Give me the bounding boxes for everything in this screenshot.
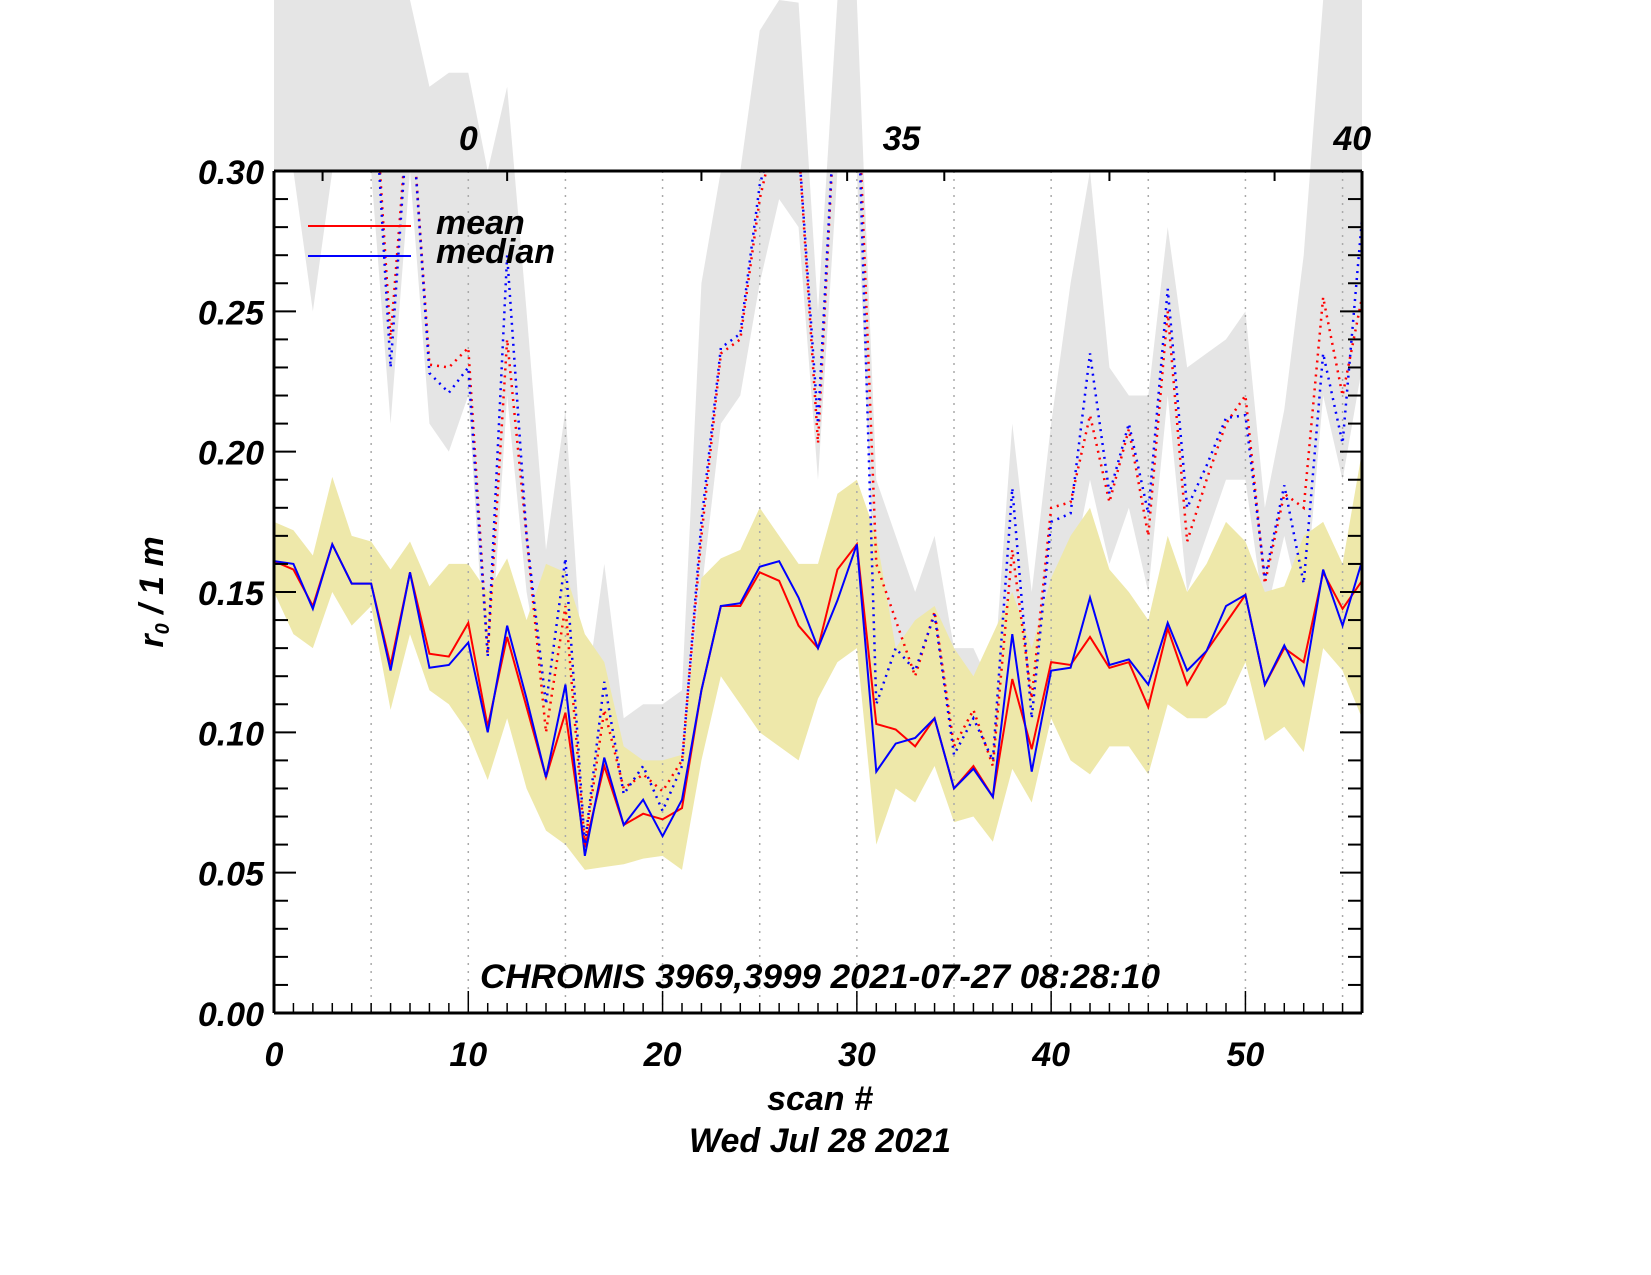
x-tick-label: 20 <box>643 1036 682 1074</box>
y-tick-label: 0.05 <box>198 856 265 894</box>
x-tick-label: 40 <box>1031 1036 1070 1074</box>
band-lower-spread <box>274 451 1362 870</box>
top-axis-label: 35 <box>883 120 922 158</box>
x-tick-label: 0 <box>265 1036 284 1074</box>
legend-mean-label: mean <box>436 204 525 242</box>
y-tick-label: 0.25 <box>198 294 265 332</box>
series-lines <box>274 171 1362 857</box>
x-tick-label: 30 <box>838 1036 876 1074</box>
x-axis-date: Wed Jul 28 2021 <box>689 1122 951 1160</box>
annotation-text: CHROMIS 3969,3999 2021-07-27 08:28:10 <box>480 958 1160 996</box>
y-tick-label: 0.20 <box>198 435 264 473</box>
y-tick-label: 0.15 <box>198 575 265 613</box>
tick-labels: 0 10 20 30 40 50 0.00 0.05 0.10 0.15 0.20 0.25 0.30 0… <box>198 120 1371 1074</box>
legend: mean median <box>308 204 555 271</box>
y-tick-label: 0.10 <box>198 715 264 753</box>
y-axis-title: r0 / 1 m <box>133 536 174 647</box>
x-tick-label: 10 <box>449 1036 487 1074</box>
series-group <box>274 171 1362 857</box>
axes <box>272 169 1364 1015</box>
series-median <box>274 541 1362 857</box>
y-tick-label: 0.00 <box>198 996 264 1034</box>
x-axis-title: scan # <box>767 1080 873 1118</box>
bands <box>274 0 1362 870</box>
series-mean-upper <box>378 171 1362 845</box>
top-axis-label: 40 <box>1332 120 1371 158</box>
x-tick-label: 50 <box>1227 1036 1265 1074</box>
y-tick-label: 0.30 <box>198 154 264 192</box>
top-axis-label: 0 <box>459 120 478 158</box>
legend-median-label: median <box>436 233 555 271</box>
